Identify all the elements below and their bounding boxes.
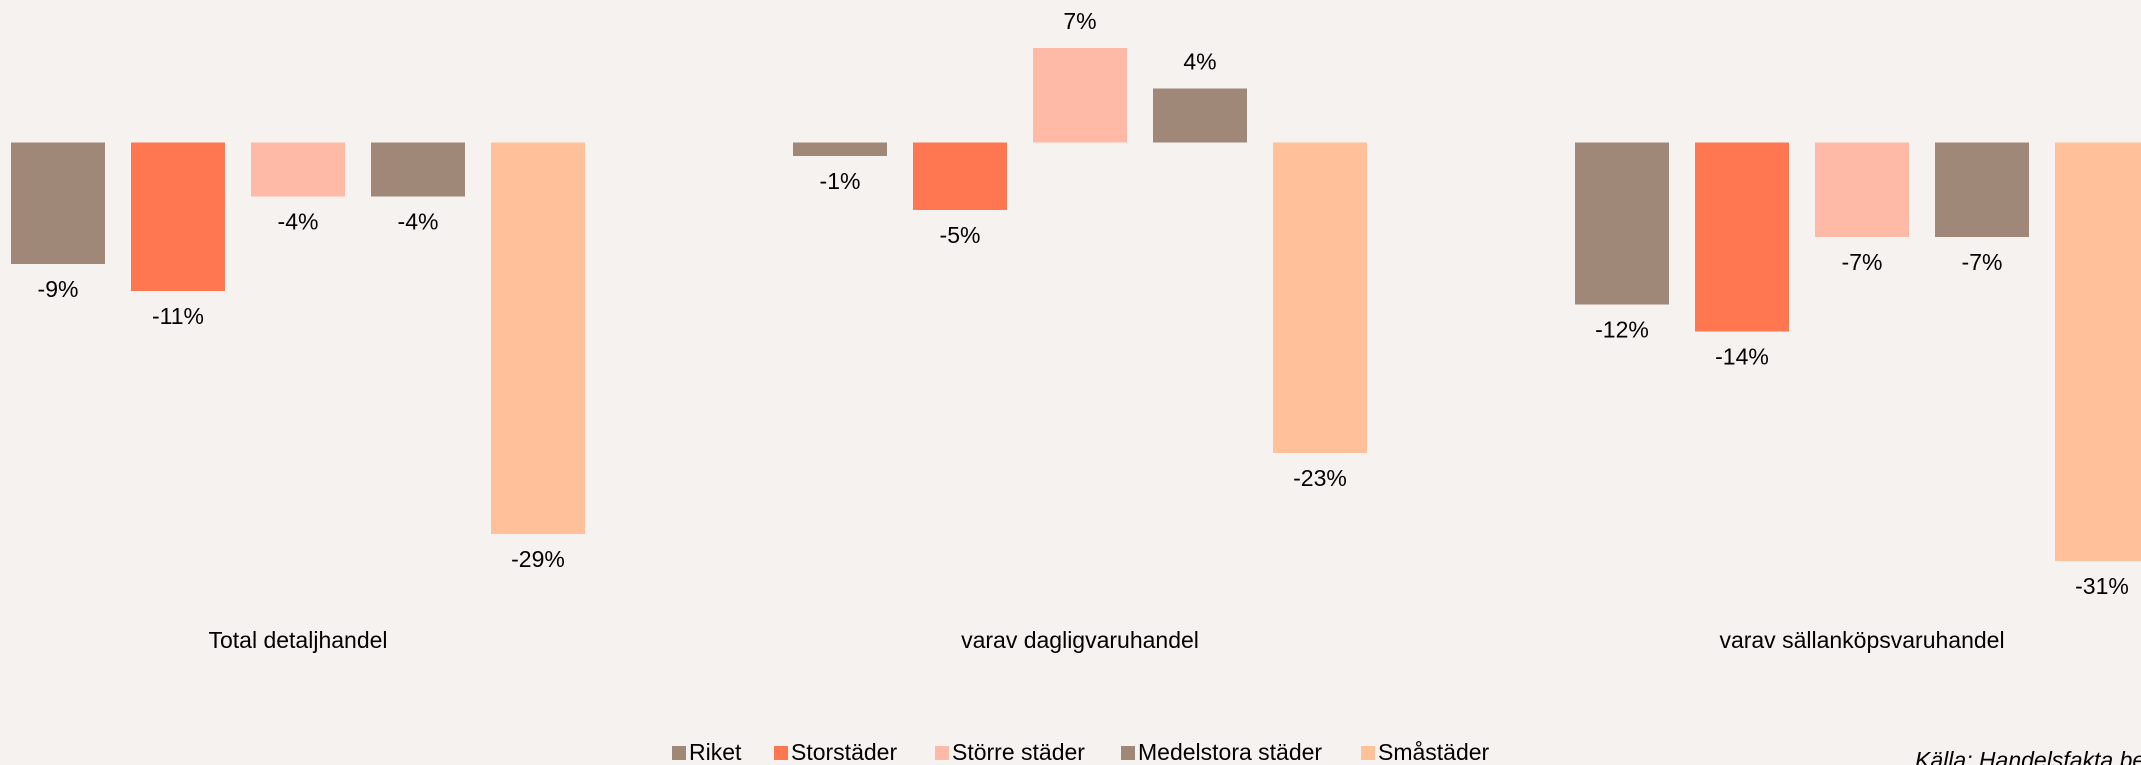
data-label: -1% — [820, 168, 861, 194]
data-label: 4% — [1183, 49, 1216, 75]
data-label: -14% — [1715, 344, 1769, 370]
data-label: -7% — [1842, 249, 1883, 275]
bar — [793, 142, 887, 156]
source-note: Källa: Handelsfakta bea — [1915, 747, 2141, 765]
bar — [1695, 142, 1789, 332]
bar — [1935, 142, 2029, 237]
bar — [131, 142, 225, 291]
data-label: -4% — [278, 209, 319, 235]
legend-swatch — [774, 746, 788, 760]
bar — [1815, 142, 1909, 237]
data-label: -9% — [38, 276, 79, 302]
data-label: -7% — [1962, 249, 2003, 275]
data-label: -12% — [1595, 317, 1649, 343]
bar — [11, 142, 105, 264]
category-label: varav sällanköpsvaruhandel — [1719, 627, 2004, 653]
data-label: -31% — [2075, 573, 2129, 599]
data-label: 7% — [1063, 8, 1096, 34]
legend-swatch — [935, 746, 949, 760]
legend-swatch — [1361, 746, 1375, 760]
bar — [371, 142, 465, 197]
legend-label: Riket — [689, 739, 742, 765]
data-label: -11% — [152, 303, 204, 329]
legend-label: Storstäder — [791, 739, 897, 765]
category-label: varav dagligvaruhandel — [961, 627, 1199, 653]
bar — [1575, 142, 1669, 305]
legend-label: Medelstora städer — [1138, 739, 1322, 765]
bar — [491, 142, 585, 534]
category-label: Total detaljhandel — [208, 627, 387, 653]
legend-swatch — [672, 746, 686, 760]
bar — [251, 142, 345, 197]
legend-label: Småstäder — [1378, 739, 1490, 765]
data-label: -4% — [398, 209, 439, 235]
data-label: -29% — [511, 546, 565, 572]
data-label: -5% — [940, 222, 981, 248]
legend-swatch — [1121, 746, 1135, 760]
legend-label: Större städer — [952, 739, 1085, 765]
bar — [913, 142, 1007, 210]
bar — [2055, 142, 2141, 561]
bar — [1273, 142, 1367, 453]
bar — [1153, 88, 1247, 143]
data-label: -23% — [1293, 465, 1347, 491]
bar — [1033, 48, 1127, 143]
